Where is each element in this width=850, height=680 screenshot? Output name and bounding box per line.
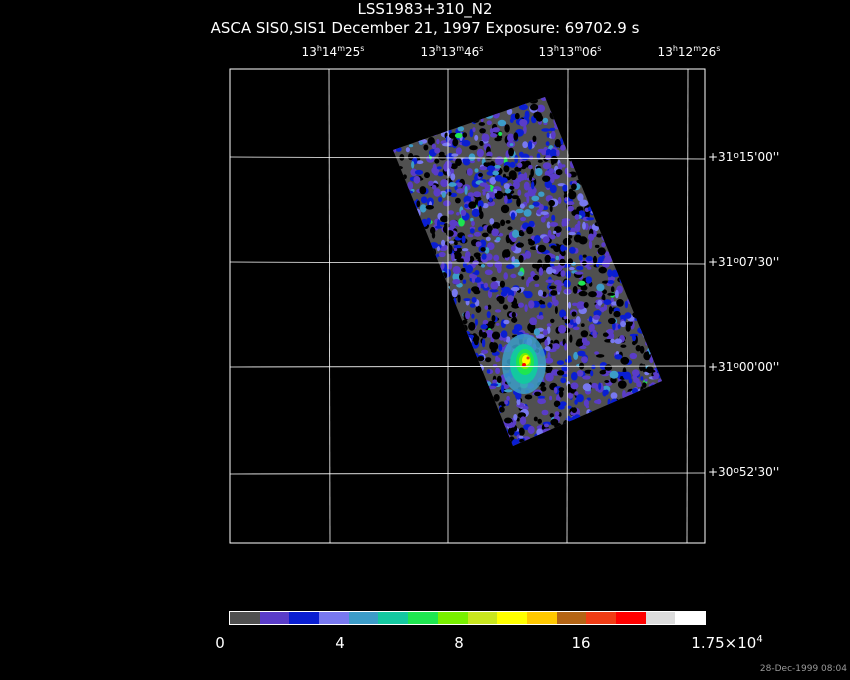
bright-source xyxy=(502,334,546,394)
ra-label-2: 13h13m46s xyxy=(420,44,484,59)
dec-gridline-4 xyxy=(229,472,706,475)
colorbar-swatch xyxy=(467,612,498,624)
colorbar-label-4: 4 xyxy=(335,634,345,652)
colorbar-swatch xyxy=(259,612,290,624)
image-title: LSS1983+310_N2 xyxy=(357,0,493,18)
dec-gridline-2 xyxy=(229,261,706,265)
colorbar-label-16: 16 xyxy=(571,634,591,652)
detector-field xyxy=(393,97,662,446)
ra-label-1: 13h14m25s xyxy=(301,44,365,59)
colorbar-swatch xyxy=(645,612,676,624)
dec-label-3: +31o00'00'' xyxy=(708,360,780,374)
colorbar xyxy=(229,611,706,625)
ra-label-3: 13h13m06s xyxy=(538,44,602,59)
colorbar-swatch xyxy=(289,612,320,624)
ra-label-4: 13h12m26s xyxy=(657,44,721,59)
colorbar-swatch xyxy=(230,612,260,624)
colorbar-label-max: 1.75×104 xyxy=(691,634,763,652)
ra-gridline-3 xyxy=(566,68,569,544)
dec-label-4: +30o52'30'' xyxy=(708,465,780,479)
dec-gridline-3 xyxy=(229,365,706,368)
plot-frame xyxy=(229,68,706,544)
dec-label-2: +31o07'30'' xyxy=(708,255,780,269)
timestamp: 28-Dec-1999 08:04 xyxy=(759,664,847,674)
colorbar-swatch xyxy=(408,612,438,624)
colorbar-swatch xyxy=(556,612,587,624)
coordinate-grid xyxy=(229,68,706,544)
image-subtitle: ASCA SIS0,SIS1 December 21, 1997 Exposur… xyxy=(210,19,640,37)
ra-gridline-4 xyxy=(686,68,689,544)
colorbar-swatch xyxy=(586,612,616,624)
colorbar-swatch xyxy=(319,612,349,624)
colorbar-swatch xyxy=(348,612,379,624)
dec-gridline-1 xyxy=(229,156,706,160)
colorbar-swatch xyxy=(437,612,468,624)
colorbar-swatch xyxy=(615,612,646,624)
colorbar-swatch xyxy=(378,612,409,624)
colorbar-swatch xyxy=(497,612,527,624)
colorbar-label-0: 0 xyxy=(215,634,225,652)
colorbar-swatch xyxy=(675,612,705,624)
dec-label-1: +31o15'00'' xyxy=(708,150,780,164)
ra-gridline-1 xyxy=(328,68,331,544)
colorbar-label-8: 8 xyxy=(454,634,464,652)
colorbar-swatch xyxy=(526,612,557,624)
